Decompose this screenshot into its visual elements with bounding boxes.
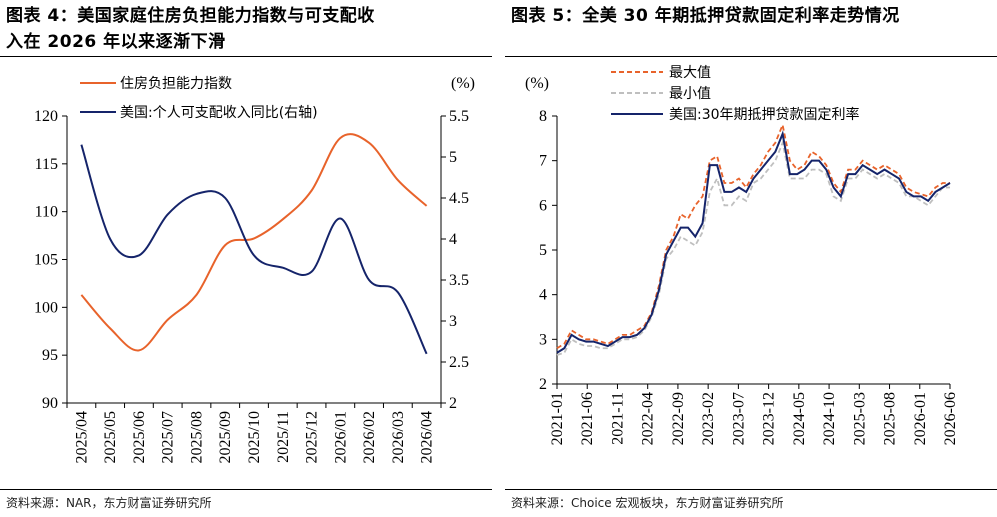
right-y-tick-label: 4 — [449, 231, 457, 248]
left-figure-title: 图表 4：美国家庭住房负担能力指数与可支配收 入在 2026 年以来逐渐下滑 — [6, 3, 375, 55]
y-tick-label: 4 — [539, 287, 547, 304]
x-tick-label: 2025/09 — [217, 411, 234, 463]
legend-label-1: 住房负担能力指数 — [120, 76, 232, 92]
x-tick-label: 2024-05 — [791, 392, 808, 445]
x-tick-label: 2026/04 — [419, 411, 436, 463]
x-tick-label: 2026/03 — [390, 411, 407, 463]
x-tick-label: 2025-03 — [851, 392, 868, 445]
legend-label-1: 最大值 — [669, 65, 711, 81]
x-tick-label: 2022-09 — [670, 392, 687, 445]
left-y-tick-label: 95 — [42, 347, 58, 364]
series-line-2 — [80, 144, 428, 355]
y-unit-label: (%) — [525, 75, 549, 92]
left-y-tick-label: 90 — [42, 395, 58, 412]
x-tick-label: 2025-08 — [882, 392, 899, 445]
y-tick-label: 8 — [539, 108, 547, 125]
left-source-note: 资料来源：NAR，东方财富证券研究所 — [6, 496, 212, 510]
legend-label-3: 美国:30年期抵押贷款固定利率 — [669, 106, 860, 123]
left-y-tick-label: 110 — [35, 204, 58, 221]
x-tick-label: 2026/01 — [332, 411, 349, 463]
right-y-unit-label: (%) — [451, 75, 475, 92]
y-tick-label: 7 — [539, 153, 547, 170]
y-tick-label: 2 — [539, 376, 547, 393]
x-tick-label: 2023-02 — [700, 392, 717, 445]
right-title-rule — [505, 56, 997, 57]
x-tick-label: 2024-10 — [821, 392, 838, 445]
left-y-tick-label: 100 — [34, 299, 58, 316]
right-bottom-rule — [505, 489, 997, 490]
legend-label-2: 最小值 — [669, 86, 711, 102]
left-title-line1: 图表 4：美国家庭住房负担能力指数与可支配收 — [6, 6, 375, 26]
series-line-1 — [80, 133, 428, 352]
x-tick-label: 2023-12 — [761, 392, 778, 445]
left-figure-panel: 图表 4：美国家庭住房负担能力指数与可支配收 入在 2026 年以来逐渐下滑 9… — [0, 0, 492, 517]
left-title-rule — [0, 56, 492, 57]
x-tick-label: 2021-11 — [609, 392, 626, 445]
series-line-1 — [556, 121, 950, 350]
y-tick-label: 3 — [539, 331, 547, 348]
x-tick-label: 2021-06 — [579, 392, 596, 445]
right-y-tick-label: 2 — [449, 395, 457, 412]
right-y-tick-label: 5 — [449, 149, 457, 166]
x-tick-label: 2023-07 — [730, 392, 747, 445]
left-y-tick-label: 120 — [34, 108, 58, 125]
x-tick-label: 2021-01 — [549, 392, 566, 445]
x-tick-label: 2025/04 — [73, 411, 90, 463]
x-tick-label: 2025/11 — [275, 411, 292, 463]
x-tick-label: 2025/05 — [102, 411, 119, 463]
left-bottom-rule — [0, 489, 492, 490]
x-tick-label: 2026/02 — [361, 411, 378, 463]
x-tick-label: 2025/06 — [131, 411, 148, 463]
right-y-tick-label: 5.5 — [449, 108, 469, 125]
x-tick-label: 2022-04 — [640, 392, 657, 445]
x-tick-label: 2025/10 — [246, 411, 263, 463]
left-chart: 90 95 100 105 110 115 120 2 2.5 3 3.5 4 4.5 5 5.5 (%) 20… — [34, 75, 475, 463]
right-y-tick-label: 4.5 — [449, 190, 469, 207]
x-tick-label: 2026-06 — [942, 392, 959, 445]
series-line-3 — [556, 130, 951, 354]
right-figure-panel: 图表 5：全美 30 年期抵押贷款固定利率走势情况 2 3 4 5 6 7 8 (%) 2021… — [505, 0, 997, 517]
left-y-tick-label: 115 — [35, 156, 58, 173]
right-figure-title: 图表 5：全美 30 年期抵押贷款固定利率走势情况 — [511, 6, 900, 26]
right-y-tick-label: 2.5 — [449, 354, 469, 371]
legend-label-2: 美国:个人可支配收入同比(右轴) — [120, 105, 318, 121]
right-chart: 2 3 4 5 6 7 8 (%) 2021-01 2021-06 2021-11 2022-04 20… — [525, 65, 959, 445]
y-tick-label: 6 — [539, 197, 547, 214]
left-y-tick-label: 105 — [34, 252, 58, 269]
y-tick-label: 5 — [539, 242, 547, 259]
x-tick-label: 2025/08 — [188, 411, 205, 463]
left-title-line2: 入在 2026 年以来逐渐下滑 — [6, 32, 226, 52]
right-source-note: 资料来源：Choice 宏观板块，东方财富证券研究所 — [511, 496, 784, 510]
x-tick-label: 2025/12 — [304, 411, 321, 463]
x-tick-label: 2025/07 — [160, 411, 177, 463]
right-y-tick-label: 3 — [449, 313, 457, 330]
x-tick-label: 2026-01 — [912, 392, 929, 445]
right-y-tick-label: 3.5 — [449, 272, 469, 289]
